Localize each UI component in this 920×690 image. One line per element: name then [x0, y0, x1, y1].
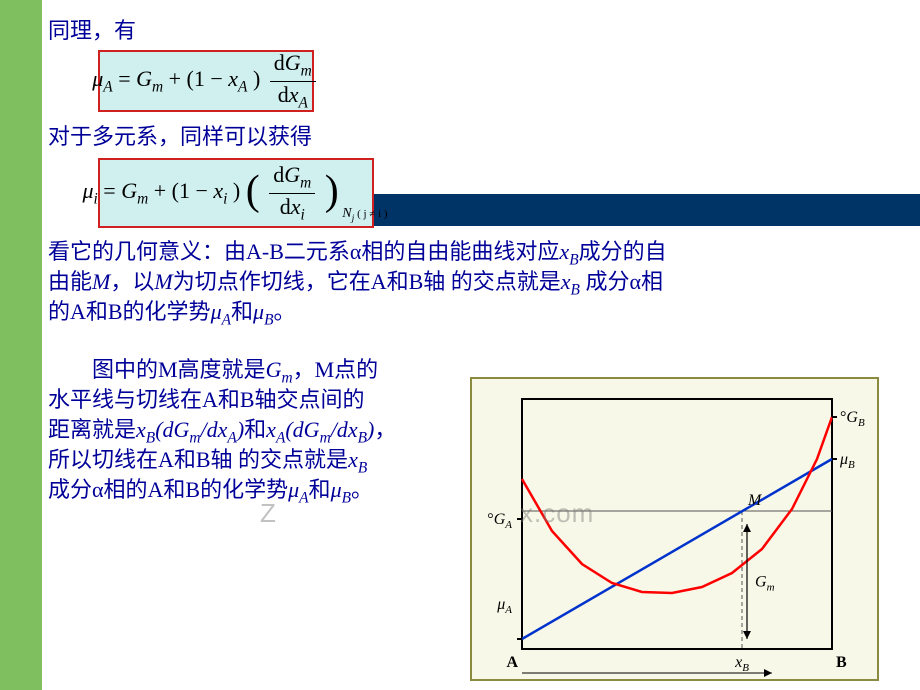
svg-text:Gm: Gm [755, 574, 775, 594]
para2e-end: 。 [351, 477, 373, 502]
para2a: 图中的M高度就是 [48, 357, 266, 382]
svg-text:°GB: °GB [840, 409, 865, 429]
para2-line5: 成分α相的A和B的化学势μA和μB。 [48, 475, 468, 513]
para1b-mid2: 为切点作切线，它在A和B轴 的交点就是 [173, 269, 561, 294]
formula-mui: μi = Gm + (1 − xi ) ( dGm dxi ) Nj ( j ≠… [98, 158, 374, 228]
para1b-tail: 成分α相 [580, 269, 663, 294]
para1b-mid: ，以 [110, 269, 154, 294]
para1a: 看它的几何意义：由A-B二元系α相的自由能曲线对应 [48, 239, 559, 264]
para2c-end: ， [374, 417, 396, 442]
chart-svg: A BxB Gm M °GA °GB μA μB [472, 379, 877, 679]
para2d: 所以切线在A和B轴 的交点就是 [48, 447, 348, 472]
para2e-head: 成分α相的A和B的化学势 [48, 477, 288, 502]
sym-M1: M [92, 269, 110, 294]
para1-line3: 的A和B的化学势μA和μB。 [48, 297, 898, 335]
sym-xB2: xB [561, 269, 580, 294]
sym-xBdG1: xB(dGm/dxA) [136, 417, 244, 442]
para2c-and: 和 [244, 417, 266, 442]
para1c-head: 的A和B的化学势 [48, 299, 211, 324]
formula-mui-content: μi = Gm + (1 − xi ) ( dGm dxi ) Nj ( j ≠… [82, 162, 389, 224]
sym-xB3: xB [348, 447, 367, 472]
para1c-and: 和 [231, 299, 253, 324]
svg-text:μA: μA [496, 596, 512, 616]
left-stripe [0, 0, 42, 690]
svg-text:xB: xB [734, 654, 749, 674]
text-line1: 同理，有 [48, 16, 136, 46]
svg-text:A: A [506, 654, 518, 671]
para2a-tail: ，M点的 [293, 357, 379, 382]
para2-line2: 水平线与切线在A和B轴交点间的 [48, 385, 468, 415]
svg-text:M: M [747, 492, 763, 509]
svg-text:μB: μB [839, 451, 855, 471]
sym-M2: M [154, 269, 172, 294]
formula-muA: μA = Gm + (1 − xA ) dGm dxA [98, 50, 314, 112]
para2e-and: 和 [309, 477, 331, 502]
sym-muB1: μB [253, 299, 273, 324]
para1b-head: 由能 [48, 269, 92, 294]
svg-text:°GA: °GA [487, 511, 512, 531]
sym-muA2: μA [288, 477, 308, 502]
svg-text:B: B [836, 654, 847, 671]
sym-xAdG2: xA(dGm/dxB) [266, 417, 374, 442]
formula-muA-content: μA = Gm + (1 − xA ) dGm dxA [92, 50, 320, 112]
text-line2: 对于多元系，同样可以获得 [48, 122, 312, 152]
sym-xB: xB [559, 239, 578, 264]
sym-muA1: μA [211, 299, 231, 324]
sym-Gm1: Gm [266, 357, 293, 382]
para2c-head: 距离就是 [48, 417, 136, 442]
para1c-end: 。 [273, 299, 295, 324]
para1a-tail: 成分的自 [579, 239, 667, 264]
slide: 同理，有 μA = Gm + (1 − xA ) dGm dxA 对于多元系，同… [0, 0, 920, 690]
free-energy-chart: A BxB Gm M °GA °GB μA μB [470, 377, 879, 681]
sym-muB2: μB [331, 477, 351, 502]
